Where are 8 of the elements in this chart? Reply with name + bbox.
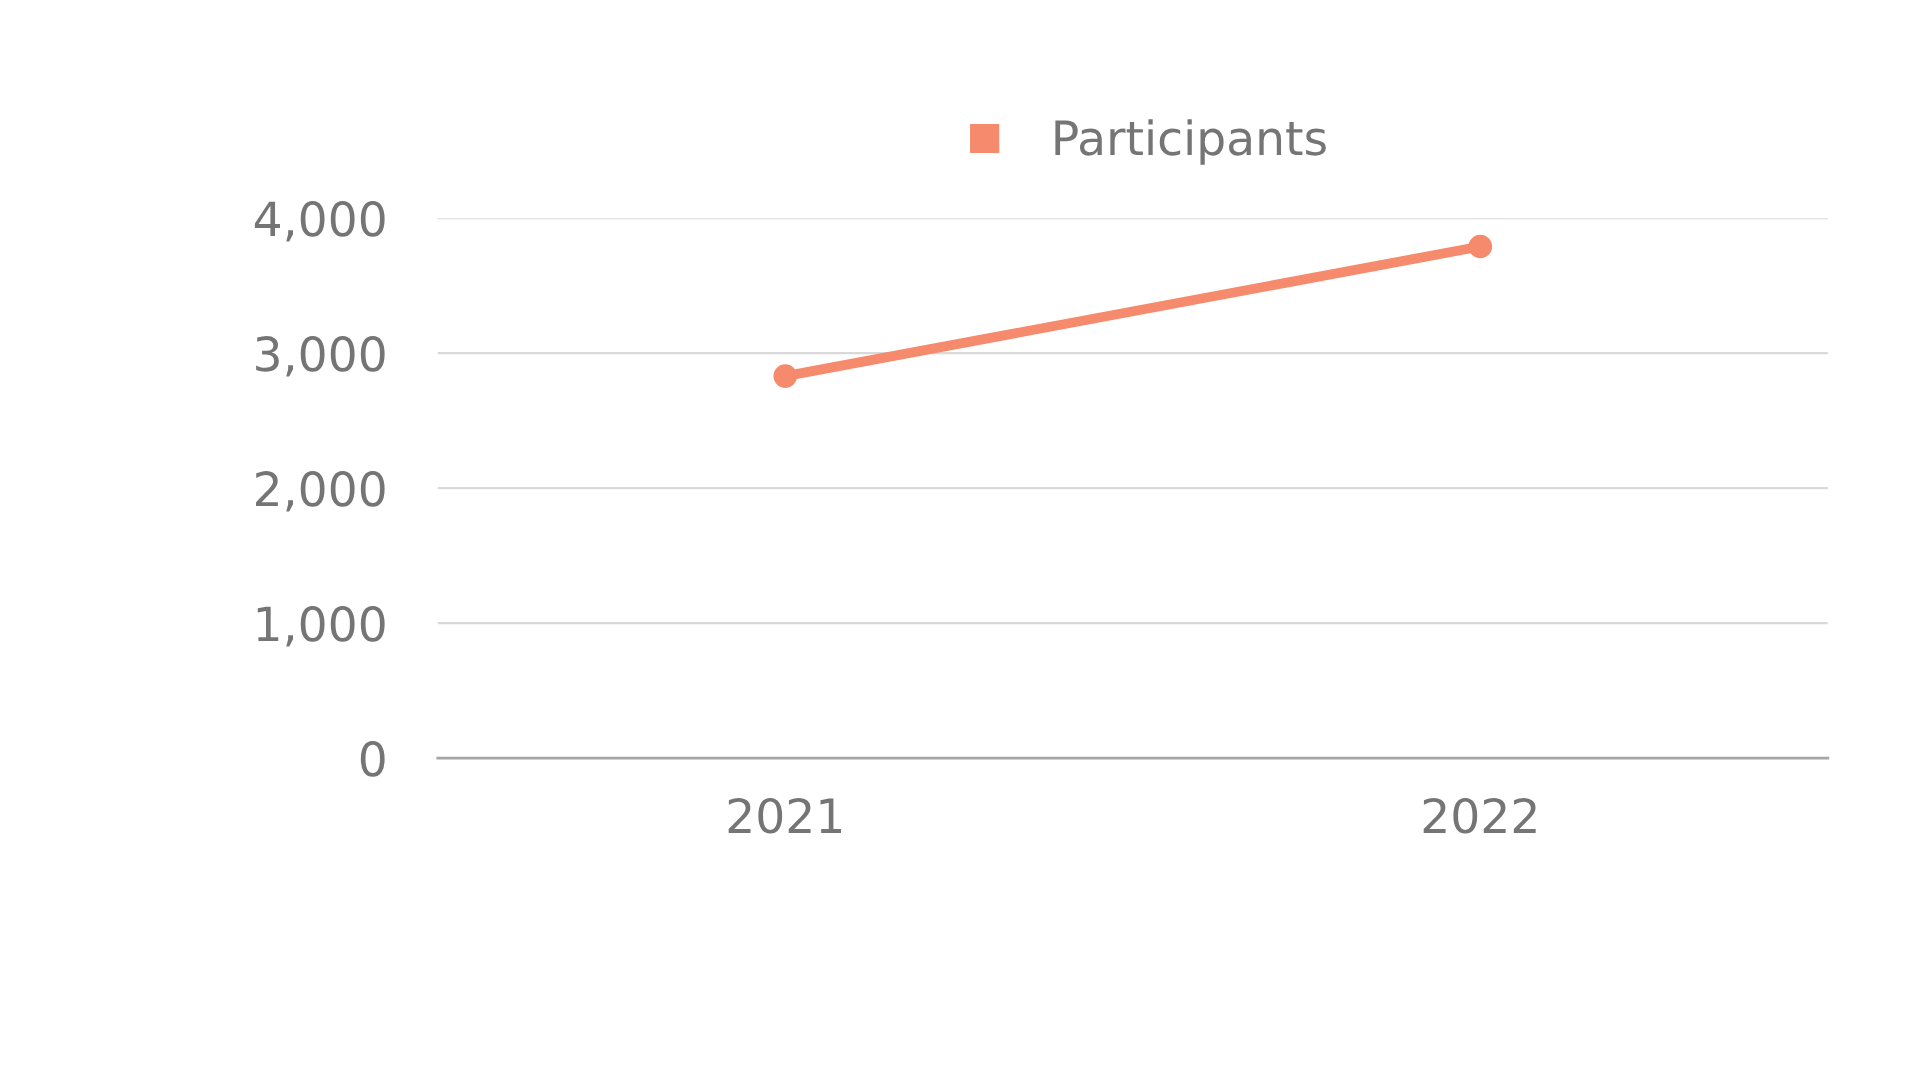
- y-tick-label: 0: [360, 741, 385, 777]
- legend-label: Participants: [1055, 119, 1326, 165]
- y-tick-label: 2,000: [256, 471, 385, 512]
- x-tick-label: 2022: [1423, 797, 1536, 834]
- y-tick-label: 3,000: [256, 336, 385, 377]
- y-tick-label: 1,000: [257, 606, 385, 647]
- y-tick-label: 4,000: [254, 201, 385, 242]
- x-tick-label: 2021: [728, 797, 842, 834]
